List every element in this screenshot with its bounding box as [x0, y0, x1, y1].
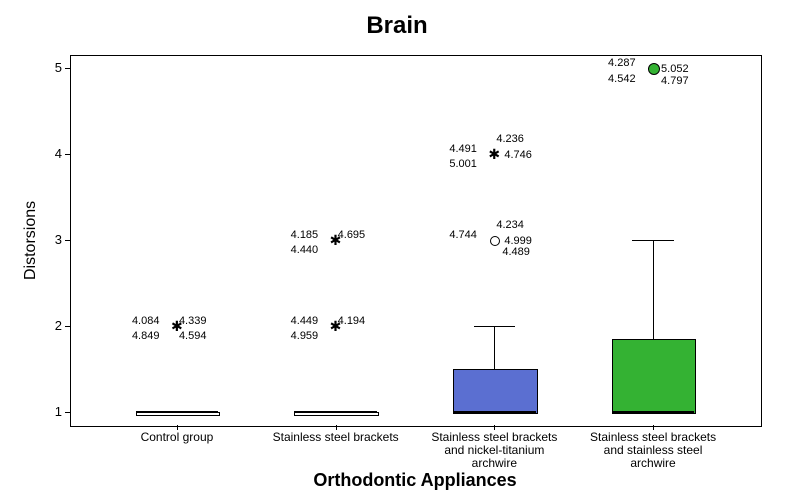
chart-title: Brain [0, 12, 794, 40]
outlier-label: 4.695 [338, 230, 366, 241]
whisker [653, 240, 654, 339]
median-line [136, 411, 219, 413]
ytick-label: 3 [40, 232, 62, 247]
xtick-label: Control group [97, 431, 257, 444]
outlier-label: 4.449 [291, 316, 319, 327]
outlier-label: 5.052 [661, 64, 689, 75]
outlier-label: 4.959 [291, 331, 319, 342]
median-line [612, 411, 695, 413]
median-line [294, 411, 377, 413]
ytick-mark [65, 326, 70, 327]
outlier-label: 4.797 [661, 76, 689, 87]
outlier-label: 4.440 [291, 245, 319, 256]
xtick-label: Stainless steel brackets and nickel-tita… [414, 431, 574, 471]
whisker [494, 326, 495, 369]
xtick-label: Stainless steel brackets and stainless s… [573, 431, 733, 471]
ytick-mark [65, 240, 70, 241]
box [453, 369, 538, 414]
outlier-label: 4.194 [338, 316, 366, 327]
ytick-label: 5 [40, 60, 62, 75]
outlier-label: 4.744 [449, 230, 477, 241]
outlier-label: 4.287 [608, 58, 636, 69]
box [612, 339, 697, 414]
ytick-mark [65, 412, 70, 413]
outlier-label: 4.234 [496, 220, 524, 231]
outlier-label: 4.746 [504, 150, 532, 161]
outlier-label: 4.542 [608, 74, 636, 85]
outlier-label: 4.489 [502, 247, 530, 258]
ytick-mark [65, 154, 70, 155]
outlier-label: 4.491 [449, 144, 477, 155]
outlier-label: 4.084 [132, 316, 160, 327]
outlier-circle-filled [648, 63, 660, 75]
whisker-cap [632, 240, 673, 241]
outlier-label: 4.185 [291, 230, 319, 241]
ytick-mark [65, 68, 70, 69]
x-axis-label: Orthodontic Appliances [70, 470, 760, 491]
outlier-label: 5.001 [449, 159, 477, 170]
chart-container: Brain Distorsions Orthodontic Appliances… [0, 0, 794, 504]
outlier-label: 4.339 [179, 316, 207, 327]
whisker-cap [474, 326, 515, 327]
outlier-label: 4.236 [496, 134, 524, 145]
median-line [453, 411, 536, 413]
xtick-label: Stainless steel brackets [256, 431, 416, 444]
outlier-label: 4.849 [132, 331, 160, 342]
outlier-star: ✱ [488, 147, 500, 161]
ytick-label: 2 [40, 318, 62, 333]
ytick-label: 1 [40, 404, 62, 419]
y-axis-label: Distorsions [22, 201, 40, 280]
outlier-label: 4.594 [179, 331, 207, 342]
ytick-label: 4 [40, 146, 62, 161]
